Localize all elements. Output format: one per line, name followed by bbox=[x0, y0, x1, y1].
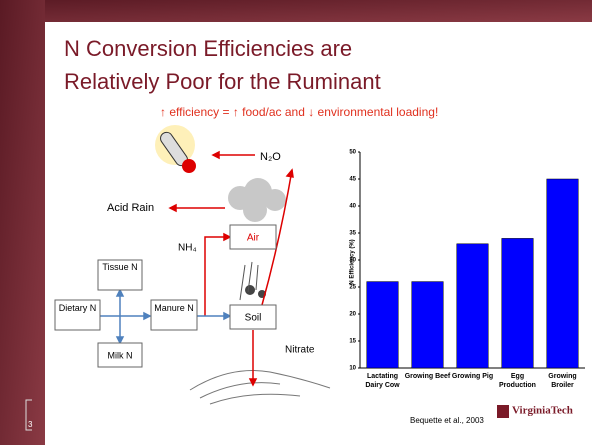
title: N Conversion Efficiencies are bbox=[64, 36, 352, 61]
left-band bbox=[0, 0, 45, 445]
y-tick-label: 10 bbox=[349, 366, 356, 372]
x-tick-label: Growing Pig bbox=[450, 372, 496, 381]
subtitle: ↑ efficiency = ↑ food/ac and ↓ environme… bbox=[160, 105, 438, 119]
x-tick-label: Egg Production bbox=[495, 372, 541, 390]
bar bbox=[547, 179, 579, 368]
logo: VirginiaTech bbox=[512, 405, 573, 417]
y-tick-label: 20 bbox=[349, 312, 356, 318]
bar bbox=[412, 282, 444, 368]
y-tick-label: 25 bbox=[349, 285, 356, 291]
soil-label: Soil bbox=[245, 313, 262, 324]
y-tick-label: 40 bbox=[349, 204, 356, 210]
x-tick-label: Growing Broiler bbox=[540, 372, 586, 390]
slide: 3 N Conversion Efficiencies are Relative… bbox=[0, 0, 592, 445]
y-tick-label: 50 bbox=[349, 150, 356, 156]
dietary-label: Dietary N bbox=[55, 303, 100, 314]
milk-label: Milk N bbox=[108, 350, 133, 360]
source: Bequette et al., 2003 bbox=[410, 416, 484, 425]
y-tick-label: 35 bbox=[349, 231, 356, 237]
tissue-label: Tissue N bbox=[98, 262, 142, 273]
top-band bbox=[0, 0, 592, 22]
air-label: Air bbox=[247, 233, 260, 244]
bar bbox=[367, 282, 399, 368]
y-tick-label: 45 bbox=[349, 177, 356, 183]
page-number: 3 bbox=[28, 420, 33, 429]
logo-shield bbox=[497, 405, 509, 418]
bar bbox=[457, 244, 489, 368]
x-tick-label: Growing Beef bbox=[405, 372, 451, 381]
nitrate-label: Nitrate bbox=[285, 345, 315, 356]
acid-rain-label: Acid Rain bbox=[107, 202, 154, 214]
manure-label: Manure N bbox=[151, 303, 197, 314]
y-tick-label: 30 bbox=[349, 258, 356, 264]
y-tick-label: 15 bbox=[349, 339, 356, 345]
x-tick-label: Lactating Dairy Cow bbox=[360, 372, 406, 390]
nh4-label: NH₄ bbox=[178, 243, 197, 254]
bar bbox=[502, 238, 534, 368]
title: Relatively Poor for the Ruminant bbox=[64, 69, 381, 94]
n2o-label: N₂O bbox=[260, 151, 281, 163]
